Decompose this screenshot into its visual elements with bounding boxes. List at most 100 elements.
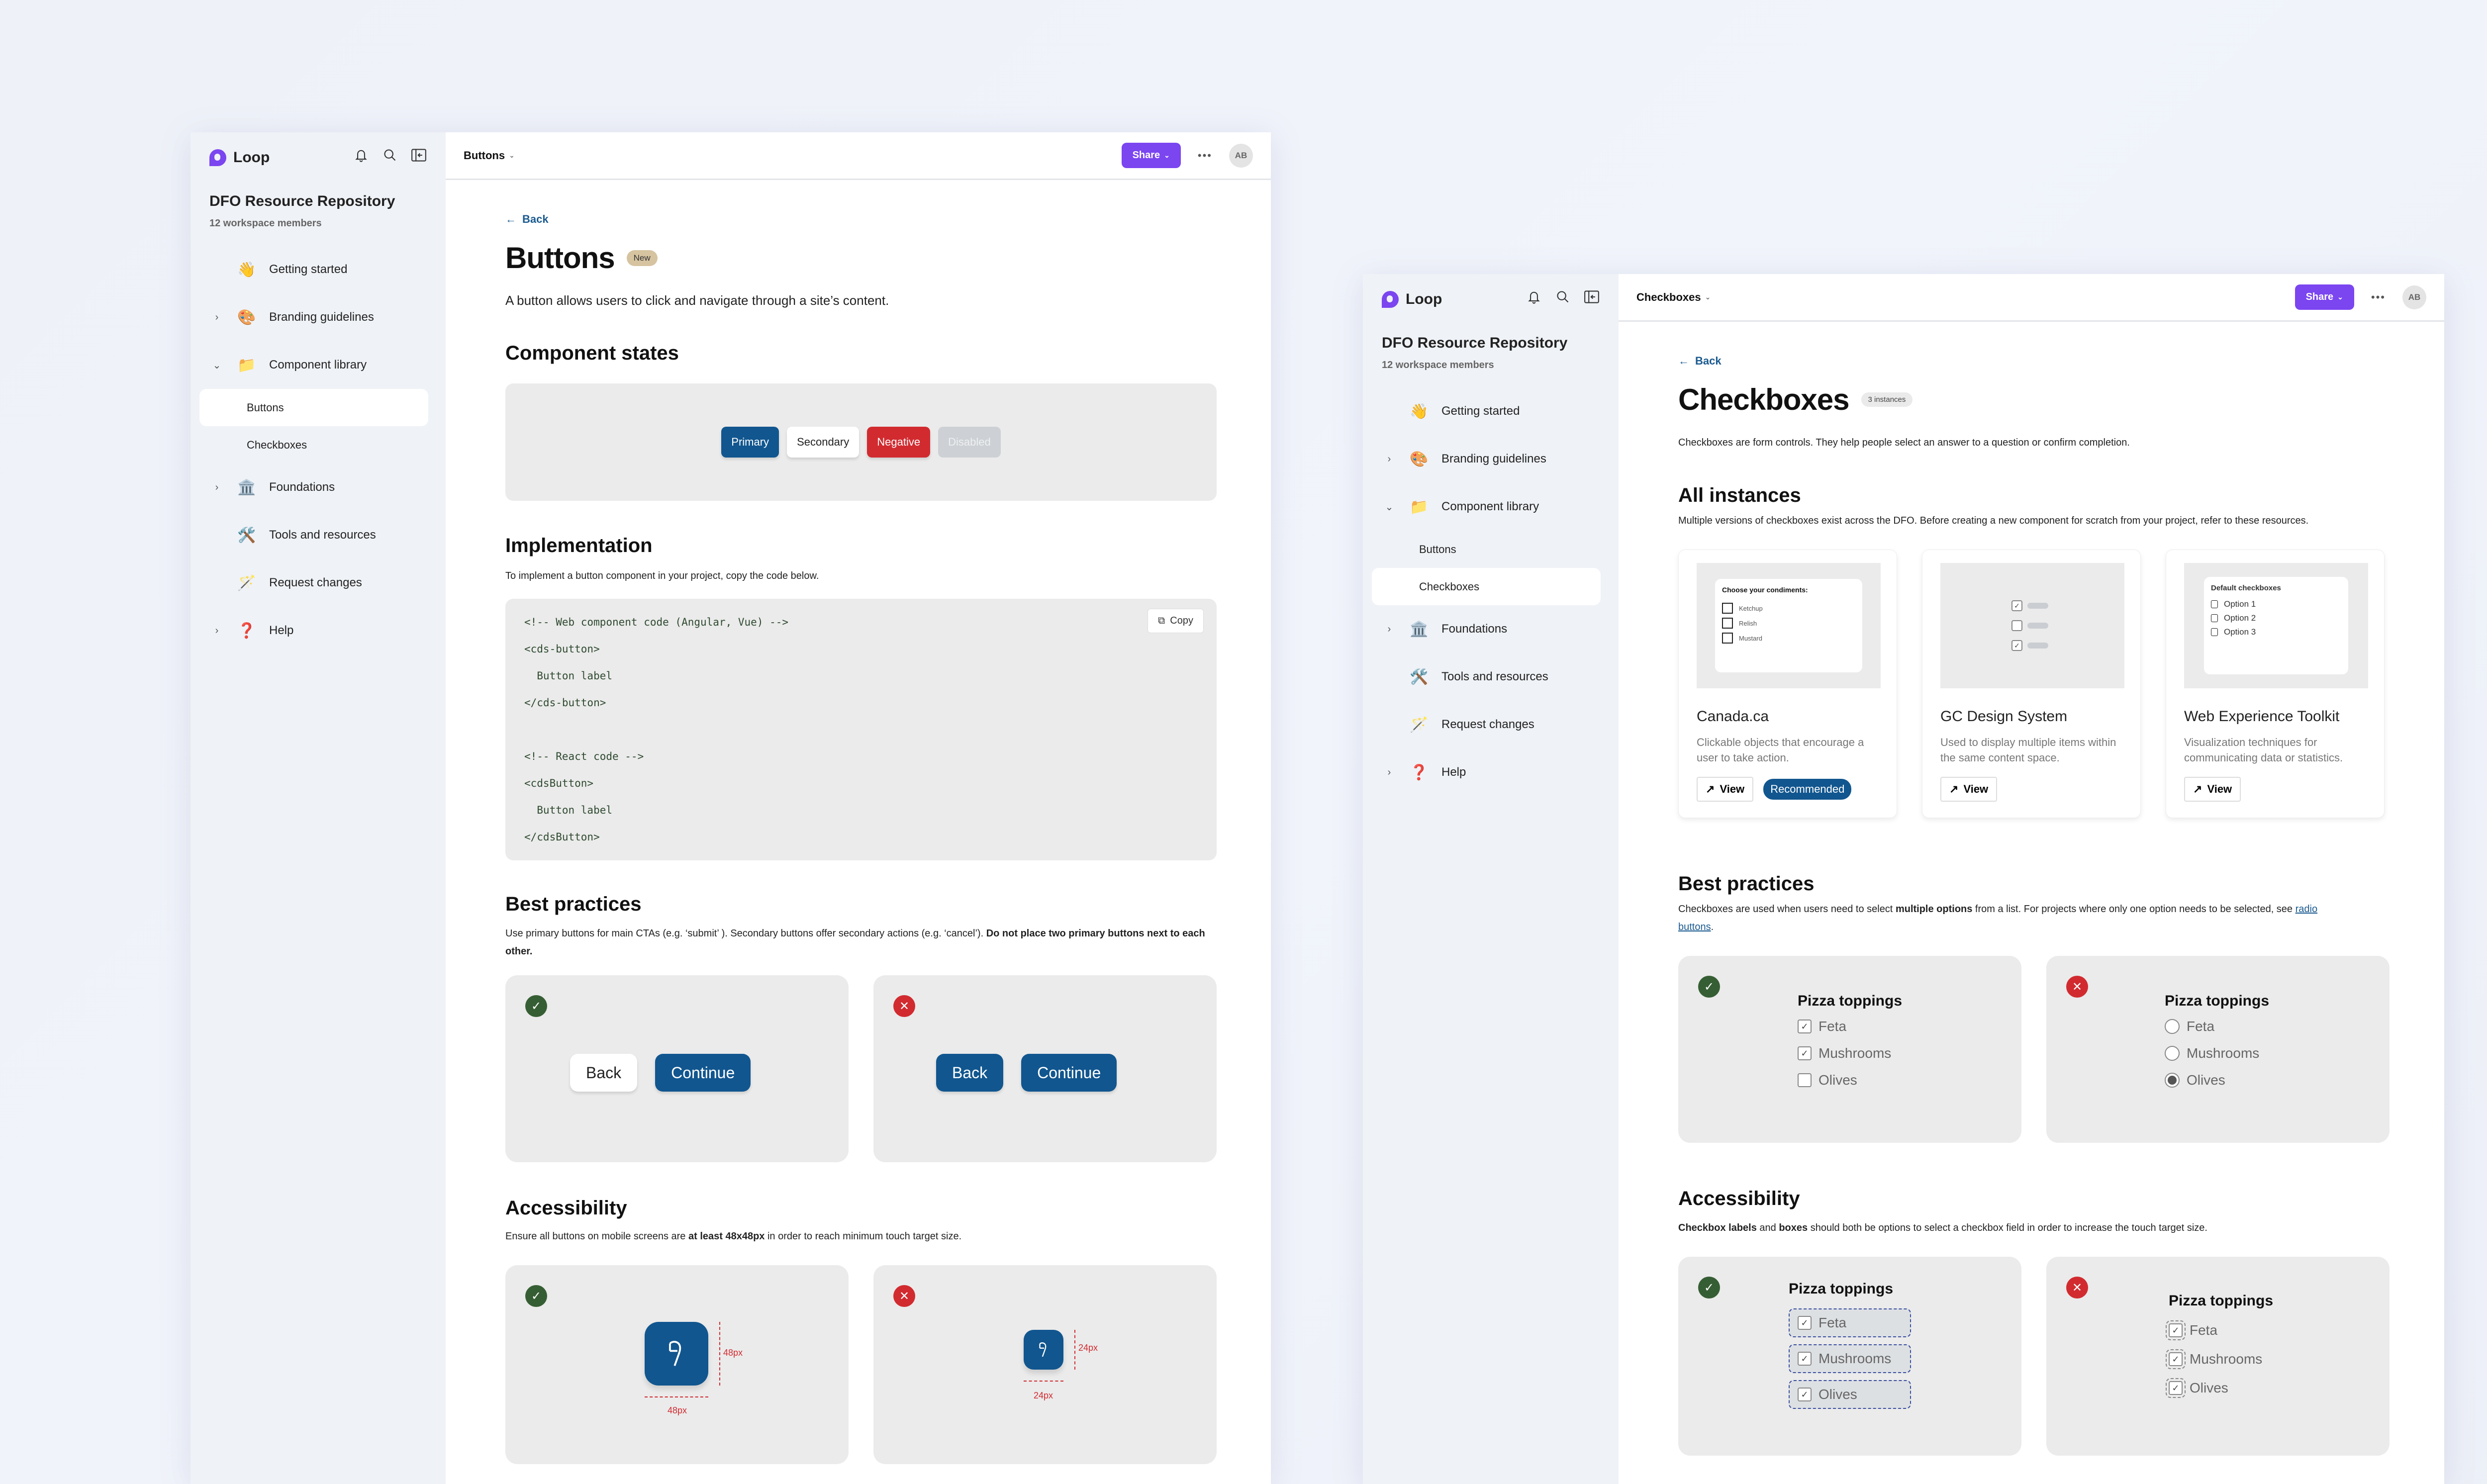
radio-unselected-icon[interactable]	[2165, 1046, 2180, 1061]
sidebar-item-checkboxes[interactable]: Checkboxes	[247, 438, 307, 451]
checkbox-target-dont-panel: ✕ Pizza toppings ✓ Feta ✓ Mushrooms ✓ Olive…	[2046, 1257, 2390, 1456]
sidebar-item-foundations[interactable]: › 🏛️ Foundations	[1372, 605, 1601, 653]
view-button[interactable]: ↗ View	[2184, 777, 2241, 802]
sidebar-item-getting-started[interactable]: 👋 Getting started	[199, 246, 428, 293]
sidebar-item-help[interactable]: › ❓ Help	[1372, 748, 1601, 796]
more-options-icon[interactable]: •••	[1197, 149, 1212, 162]
magic-wand-icon: 🪄	[1410, 716, 1429, 733]
sidebar-item-branding-guidelines[interactable]: › 🎨 Branding guidelines	[1372, 435, 1601, 483]
bold-text: multiple options	[1895, 904, 1973, 915]
chevron-right-icon[interactable]: ›	[215, 625, 219, 636]
collapse-sidebar-icon[interactable]	[1584, 289, 1600, 305]
sidebar-item-help[interactable]: › ❓ Help	[199, 607, 428, 654]
avatar[interactable]: AB	[1229, 143, 1253, 168]
sidebar-item-request-changes[interactable]: 🪄 Request changes	[199, 559, 428, 607]
radio-selected-icon[interactable]	[2165, 1073, 2180, 1088]
bell-icon[interactable]	[353, 147, 369, 163]
sidebar-item-buttons[interactable]: Buttons	[199, 389, 428, 426]
checked-checkbox-icon[interactable]: ✓	[1798, 1020, 1812, 1033]
view-button[interactable]: ↗ View	[1697, 777, 1754, 802]
checkbox-item[interactable]: ✓ Feta	[1798, 1019, 1902, 1034]
recommended-badge: Recommended	[1763, 779, 1852, 800]
chevron-right-icon[interactable]: ›	[1387, 766, 1391, 778]
search-icon[interactable]	[382, 147, 398, 163]
checkbox-target-area[interactable]: ✓ Olives	[1789, 1380, 1911, 1409]
continue-button[interactable]: Continue	[1021, 1054, 1117, 1092]
option-label: Ketchup	[1739, 604, 1763, 612]
checkbox-item[interactable]: ✓ Mushrooms	[1798, 1045, 1902, 1061]
unchecked-checkbox-icon[interactable]	[1798, 1073, 1812, 1087]
checked-checkbox-icon[interactable]: ✓	[2166, 1320, 2186, 1340]
chevron-down-icon[interactable]: ⌄	[212, 360, 221, 371]
checkmark-icon: ✓	[1698, 976, 1720, 998]
arrow-left-icon: ←	[505, 213, 516, 225]
sidebar-item-request-changes[interactable]: 🪄 Request changes	[1372, 701, 1601, 748]
workspace-members: 12 workspace members	[209, 218, 322, 229]
primary-button[interactable]: Primary	[721, 427, 779, 458]
checked-checkbox-icon[interactable]: ✓	[1798, 1046, 1812, 1060]
sidebar-item-checkboxes[interactable]: Checkboxes	[1372, 568, 1601, 605]
checkbox-target-area[interactable]: ✓ Feta	[1789, 1308, 1911, 1337]
undo-button-small[interactable]	[1024, 1330, 1063, 1370]
chevron-right-icon[interactable]: ›	[1387, 453, 1391, 464]
loop-logo[interactable]: Loop	[209, 145, 270, 170]
sidebar-item-getting-started[interactable]: 👋 Getting started	[1372, 387, 1601, 435]
bell-icon[interactable]	[1526, 289, 1542, 305]
sidebar-item-label: Help	[1441, 765, 1466, 779]
back-button[interactable]: Back	[936, 1054, 1004, 1092]
more-options-icon[interactable]: •••	[2371, 290, 2386, 303]
sidebar-item-buttons[interactable]: Buttons	[1419, 543, 1456, 556]
collapse-sidebar-icon[interactable]	[411, 147, 427, 163]
chevron-right-icon[interactable]: ›	[215, 481, 219, 493]
text: from a list. For projects where only one…	[1972, 904, 2296, 915]
copy-button[interactable]: ⧉ Copy	[1148, 609, 1204, 633]
page-title: Checkboxes	[1678, 383, 1849, 416]
negative-button[interactable]: Negative	[867, 427, 931, 458]
code-line: Button label	[524, 670, 613, 682]
sidebar-item-foundations[interactable]: › 🏛️ Foundations	[199, 464, 428, 511]
back-link[interactable]: ← Back	[1678, 355, 2390, 368]
sidebar-item-tools-and-resources[interactable]: 🛠️ Tools and resources	[1372, 653, 1601, 701]
chevron-down-icon[interactable]: ⌄	[1385, 501, 1394, 513]
sidebar-item-component-library[interactable]: ⌄ 📁 Component library	[1372, 483, 1601, 531]
sidebar-item-tools-and-resources[interactable]: 🛠️ Tools and resources	[199, 511, 428, 559]
chevron-right-icon[interactable]: ›	[1387, 623, 1391, 635]
implementation-intro: To implement a button component in your …	[505, 570, 819, 581]
checkbox-target-area[interactable]: ✓ Mushrooms	[1789, 1344, 1911, 1373]
radio-item[interactable]: Olives	[2165, 1072, 2269, 1088]
back-link[interactable]: ← Back	[505, 213, 1217, 226]
loop-window-checkboxes: Loop DFO Resource Repository 12 workspac…	[1363, 274, 2444, 1484]
height-dimension-label: 48px	[723, 1348, 743, 1358]
avatar[interactable]: AB	[2402, 285, 2426, 309]
secondary-button[interactable]: Secondary	[787, 427, 860, 458]
page-title: Buttons	[505, 241, 615, 275]
sidebar-item-component-library[interactable]: ⌄ 📁 Component library	[199, 341, 428, 389]
disabled-button: Disabled	[938, 427, 1001, 458]
radio-item[interactable]: Mushrooms	[2165, 1045, 2269, 1061]
share-button[interactable]: Share ⌄	[1121, 143, 1181, 168]
page-switcher-label: Buttons	[464, 149, 505, 162]
search-icon[interactable]	[1555, 289, 1571, 305]
continue-button[interactable]: Continue	[655, 1054, 751, 1092]
radio-unselected-icon[interactable]	[2165, 1019, 2180, 1034]
page-switcher[interactable]: Checkboxes ⌄	[1636, 291, 1711, 304]
instance-card: Default checkboxes Option 1 Option 2 Opt…	[2166, 550, 2385, 818]
view-button[interactable]: ↗ View	[1940, 777, 1998, 802]
page-switcher[interactable]: Buttons ⌄	[464, 149, 515, 162]
loop-logo[interactable]: Loop	[1382, 287, 1442, 312]
best-practices-text: Use primary buttons for main CTAs (e.g. …	[505, 925, 1217, 960]
checked-checkbox-icon[interactable]: ✓	[2166, 1349, 2186, 1369]
sidebar-item-branding-guidelines[interactable]: › 🎨 Branding guidelines	[199, 293, 428, 341]
undo-button-large[interactable]	[645, 1322, 708, 1386]
radio-item[interactable]: Feta	[2165, 1019, 2269, 1034]
accessibility-text: Checkbox labels and boxes should both be…	[1678, 1219, 2390, 1237]
sidebar-item-label: Getting started	[269, 263, 348, 276]
share-button[interactable]: Share ⌄	[2295, 284, 2354, 310]
chevron-right-icon[interactable]: ›	[215, 311, 219, 323]
radio-buttons-link[interactable]: radio buttons	[1678, 904, 2318, 932]
back-button[interactable]: Back	[570, 1054, 638, 1092]
checkbox-item[interactable]: Olives	[1798, 1072, 1902, 1088]
card-description: Visualization techniques for communicati…	[2184, 736, 2343, 764]
checked-checkbox-icon[interactable]: ✓	[2166, 1378, 2186, 1398]
new-badge: New	[626, 250, 658, 266]
